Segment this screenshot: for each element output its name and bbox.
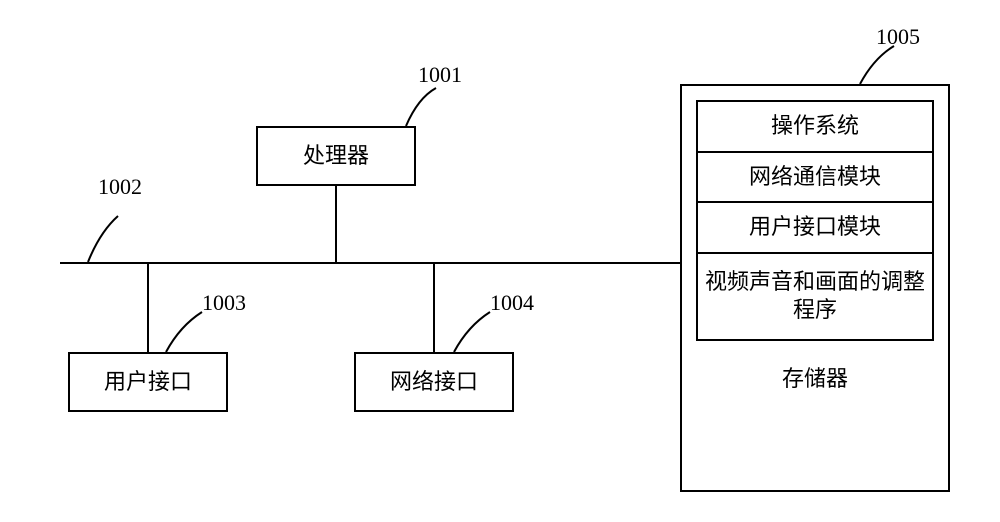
memory-block: 操作系统 网络通信模块 用户接口模块 视频声音和画面的调整程序 存储器 <box>680 84 950 492</box>
network-interface-id: 1004 <box>490 290 534 316</box>
user-interface-block: 用户接口 <box>68 352 228 412</box>
memory-cell-program-label: 视频声音和画面的调整程序 <box>704 268 926 325</box>
processor-id: 1001 <box>418 62 462 88</box>
user-interface-connector <box>147 264 149 352</box>
processor-label: 处理器 <box>303 142 369 171</box>
bus-line <box>60 262 680 264</box>
bus-leader <box>78 204 138 264</box>
memory-cell-program: 视频声音和画面的调整程序 <box>696 254 934 341</box>
memory-cell-userif-label: 用户接口模块 <box>749 213 881 242</box>
memory-title: 存储器 <box>696 361 934 393</box>
network-interface-connector <box>433 264 435 352</box>
processor-block: 处理器 <box>256 126 416 186</box>
memory-cell-netcomm-label: 网络通信模块 <box>749 163 881 192</box>
user-interface-id: 1003 <box>202 290 246 316</box>
bus-id: 1002 <box>98 174 142 200</box>
memory-cell-userif: 用户接口模块 <box>696 203 934 254</box>
memory-cell-os-label: 操作系统 <box>771 112 859 141</box>
processor-connector <box>335 186 337 262</box>
memory-cell-netcomm: 网络通信模块 <box>696 153 934 204</box>
memory-cell-os: 操作系统 <box>696 100 934 153</box>
network-interface-block: 网络接口 <box>354 352 514 412</box>
memory-id: 1005 <box>876 24 920 50</box>
network-interface-label: 网络接口 <box>390 368 478 397</box>
user-interface-label: 用户接口 <box>104 368 192 397</box>
